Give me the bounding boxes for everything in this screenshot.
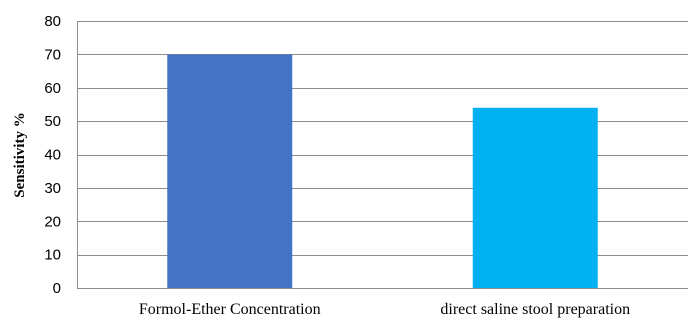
y-tick-label: 60: [44, 80, 61, 97]
bars: [167, 54, 598, 289]
bar: [167, 54, 293, 288]
y-tick-label: 40: [44, 147, 61, 164]
y-tick-label: 30: [44, 180, 61, 197]
x-axis-category-labels: Formol-Ether Concentration direct saline …: [139, 301, 630, 318]
y-tick-label: 50: [44, 113, 61, 130]
y-axis-title: Sensitivity %: [12, 112, 28, 197]
y-tick-label: 0: [53, 280, 61, 297]
y-tick-label: 20: [44, 213, 61, 230]
x-category-label: Formol-Ether Concentration: [139, 301, 321, 318]
y-axis-tick-labels: 0 10 20 30 40 50 60 70 80: [44, 13, 61, 297]
y-tick-label: 10: [44, 247, 61, 264]
bar: [472, 107, 598, 289]
y-tick-label: 70: [44, 46, 61, 63]
y-tick-label: 80: [44, 13, 61, 30]
x-category-label: direct saline stool preparation: [440, 301, 630, 318]
